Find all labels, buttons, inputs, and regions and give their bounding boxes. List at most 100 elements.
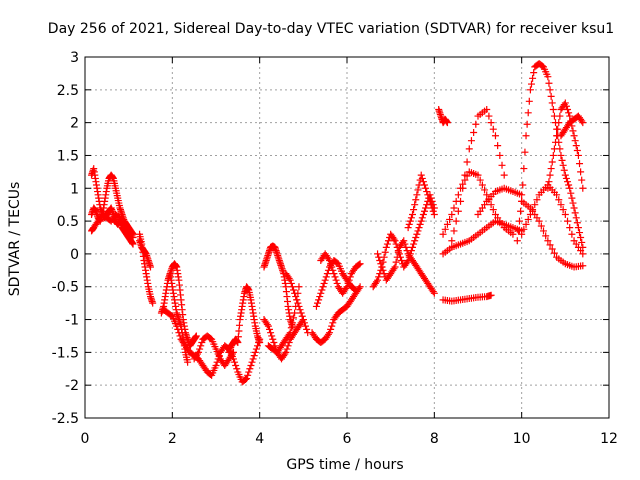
data-point — [459, 184, 467, 192]
data-point — [472, 120, 480, 128]
chart-title: Day 256 of 2021, Sidereal Day-to-day VTE… — [48, 21, 614, 37]
data-point — [333, 279, 341, 287]
plot-area — [88, 60, 587, 386]
data-point — [522, 220, 530, 228]
data-point — [413, 230, 421, 238]
data-point — [576, 229, 584, 237]
y-tick-label: 1.5 — [57, 148, 79, 164]
data-point — [417, 217, 425, 225]
data-point — [300, 319, 308, 327]
data-point — [546, 86, 554, 94]
data-point — [498, 161, 506, 169]
data-point — [467, 137, 475, 145]
data-point — [351, 285, 359, 293]
y-tick-label: 1 — [70, 181, 79, 197]
data-point — [198, 339, 206, 347]
data-point — [316, 293, 324, 301]
data-point — [287, 279, 295, 287]
series-s16 — [312, 256, 360, 310]
data-point — [443, 119, 451, 127]
data-point — [555, 119, 563, 127]
data-point — [317, 289, 325, 297]
data-point — [487, 119, 495, 127]
data-point — [246, 365, 254, 373]
data-point — [330, 270, 338, 278]
data-point — [545, 178, 553, 186]
grid-lines — [85, 57, 609, 418]
data-point — [377, 260, 385, 268]
data-point — [327, 260, 335, 268]
data-point — [558, 156, 566, 164]
data-point — [329, 266, 337, 274]
data-point — [250, 352, 258, 360]
series-s24 — [439, 168, 517, 238]
data-point — [391, 237, 399, 245]
data-point — [378, 263, 386, 271]
data-point — [326, 256, 334, 264]
y-tick-label: -2.5 — [52, 411, 79, 427]
data-point — [326, 329, 334, 337]
x-tick-label: 12 — [600, 431, 618, 447]
data-point — [494, 142, 502, 150]
y-axis-label: SDTVAR / TECUs — [7, 182, 23, 297]
data-point — [487, 291, 495, 299]
data-point — [533, 196, 541, 204]
data-point — [555, 196, 563, 204]
data-point — [403, 247, 411, 255]
data-point — [327, 325, 335, 333]
data-point — [149, 299, 157, 307]
data-point — [232, 361, 240, 369]
data-point — [547, 165, 555, 173]
data-point — [297, 309, 305, 317]
data-point — [299, 316, 307, 324]
data-point — [421, 207, 429, 215]
series-s25 — [448, 106, 508, 245]
series-s21 — [435, 106, 451, 127]
data-point — [526, 86, 534, 94]
data-point — [374, 276, 382, 284]
data-point — [243, 375, 251, 383]
series-s17 — [317, 250, 364, 297]
data-point — [523, 120, 531, 128]
data-point — [519, 181, 527, 189]
data-point — [530, 69, 538, 77]
data-point — [285, 275, 293, 283]
data-point — [352, 286, 360, 294]
data-point — [500, 171, 508, 179]
data-point — [550, 145, 558, 153]
data-point — [322, 273, 330, 281]
data-point — [282, 348, 290, 356]
y-tick-label: -2 — [65, 378, 79, 394]
data-point — [390, 235, 398, 243]
y-tick-label: 3 — [70, 50, 79, 66]
data-point — [252, 345, 260, 353]
x-tick-label: 2 — [168, 431, 177, 447]
data-point — [489, 125, 497, 133]
series-s11 — [260, 242, 296, 330]
data-point — [319, 283, 327, 291]
data-point — [400, 237, 408, 245]
data-point — [314, 299, 322, 307]
x-tick-label: 10 — [513, 431, 531, 447]
data-point — [549, 106, 557, 114]
data-point — [284, 342, 292, 350]
data-point — [476, 176, 484, 184]
data-point — [231, 358, 239, 366]
data-point — [383, 240, 391, 248]
data-point — [184, 358, 192, 366]
data-point — [379, 266, 387, 274]
data-point — [441, 225, 449, 233]
data-point — [572, 142, 580, 150]
data-point — [566, 112, 574, 120]
data-point — [423, 188, 431, 196]
data-point — [323, 270, 331, 278]
data-point — [263, 320, 271, 328]
data-point — [556, 112, 564, 120]
data-point — [212, 361, 220, 369]
data-point — [517, 207, 525, 215]
data-point — [422, 204, 430, 212]
data-point — [412, 234, 420, 241]
data-point — [404, 224, 412, 232]
series-s15 — [308, 283, 364, 347]
data-point — [293, 296, 301, 304]
